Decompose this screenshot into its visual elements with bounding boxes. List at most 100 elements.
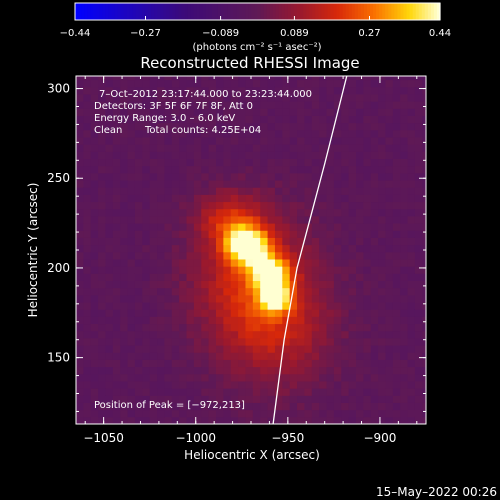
heatmap-cell: [83, 395, 92, 403]
heatmap-cell: [171, 345, 180, 353]
heatmap-cell: [142, 373, 151, 382]
heatmap-cell: [149, 93, 158, 102]
heatmap-cell: [356, 380, 364, 389]
heatmap-cell: [201, 208, 210, 217]
heatmap-cell: [363, 345, 372, 353]
heatmap-cell: [407, 230, 416, 238]
heatmap-cell: [216, 172, 224, 181]
heatmap-cell: [363, 129, 372, 138]
heatmap-cell: [230, 115, 239, 124]
heatmap-cell: [341, 144, 350, 152]
heatmap-cell: [216, 93, 224, 102]
colorbar-tick-label: −0.089: [202, 28, 239, 39]
heatmap-cell: [245, 223, 254, 231]
heatmap-cell: [289, 101, 298, 109]
heatmap-cell: [392, 273, 401, 281]
heatmap-cell: [186, 151, 195, 160]
heatmap-cell: [297, 345, 305, 353]
heatmap-cell: [400, 273, 409, 281]
heatmap-cell: [193, 251, 202, 260]
heatmap-cell: [83, 294, 92, 303]
heatmap-cell: [260, 201, 269, 210]
heatmap-cell: [392, 287, 401, 296]
heatmap-cell: [370, 302, 379, 310]
heatmap-cell: [274, 215, 283, 224]
heatmap-cell: [422, 366, 426, 375]
heatmap-cell: [134, 208, 143, 217]
colorbar-cell: [388, 3, 392, 20]
heatmap-cell: [238, 76, 246, 81]
heatmap-cell: [120, 323, 129, 332]
heatmap-cell: [289, 201, 298, 210]
heatmap-cell: [179, 352, 188, 360]
heatmap-cell: [422, 180, 426, 188]
heatmap-cell: [319, 215, 328, 224]
heatmap-cell: [164, 151, 173, 160]
heatmap-cell: [378, 280, 386, 289]
heatmap-cell: [311, 230, 320, 238]
heatmap-cell: [112, 287, 121, 296]
heatmap-cell: [274, 273, 283, 281]
heatmap-cell: [83, 237, 92, 246]
heatmap-cell: [348, 136, 357, 145]
heatmap-cell: [127, 402, 136, 411]
heatmap-cell: [157, 345, 165, 353]
heatmap-cell: [171, 180, 180, 188]
heatmap-cell: [282, 366, 291, 375]
heatmap-cell: [260, 165, 269, 174]
heatmap-cell: [90, 366, 99, 375]
heatmap-cell: [216, 337, 224, 346]
heatmap-cell: [179, 402, 188, 411]
heatmap-cell: [223, 108, 232, 116]
heatmap-cell: [245, 115, 254, 124]
heatmap-cell: [186, 287, 195, 296]
heatmap-cell: [83, 366, 92, 375]
heatmap-cell: [311, 316, 320, 325]
colorbar-cell: [120, 3, 125, 20]
colorbar-cell: [382, 3, 386, 20]
colorbar-cell: [400, 3, 405, 20]
heatmap-cell: [274, 244, 283, 253]
heatmap-cell: [186, 237, 195, 246]
heatmap-cell: [370, 380, 379, 389]
heatmap-cell: [171, 108, 180, 116]
heatmap-cell: [193, 101, 202, 109]
heatmap-cell: [193, 266, 202, 274]
heatmap-cell: [385, 251, 394, 260]
heatmap-cell: [297, 122, 305, 131]
heatmap-cell: [157, 165, 165, 174]
heatmap-cell: [142, 345, 151, 353]
heatmap-cell: [105, 273, 114, 281]
heatmap-cell: [348, 395, 357, 403]
heatmap-cell: [341, 273, 350, 281]
heatmap-cell: [216, 352, 224, 360]
heatmap-cell: [356, 244, 364, 253]
heatmap-cell: [208, 352, 217, 360]
heatmap-cell: [171, 144, 180, 152]
heatmap-cell: [223, 402, 232, 411]
heatmap-cell: [112, 151, 121, 160]
heatmap-cell: [238, 337, 246, 346]
heatmap-cell: [363, 309, 372, 317]
heatmap-cell: [179, 93, 188, 102]
heatmap-cell: [179, 258, 188, 267]
heatmap-cell: [297, 416, 305, 424]
heatmap-cell: [252, 158, 261, 167]
heatmap-cell: [238, 108, 246, 116]
heatmap-cell: [164, 258, 173, 267]
heatmap-cell: [363, 165, 372, 174]
heatmap-cell: [319, 79, 328, 88]
heatmap-cell: [282, 395, 291, 403]
heatmap-cell: [245, 86, 254, 95]
heatmap-cell: [400, 129, 409, 138]
heatmap-cell: [171, 302, 180, 310]
heatmap-cell: [193, 280, 202, 289]
heatmap-cell: [311, 136, 320, 145]
heatmap-cell: [356, 129, 364, 138]
heatmap-cell: [83, 201, 92, 210]
heatmap-cell: [201, 388, 210, 396]
heatmap-cell: [400, 230, 409, 238]
heatmap-cell: [83, 223, 92, 231]
heatmap-cell: [171, 230, 180, 238]
heatmap-cell: [378, 122, 386, 131]
